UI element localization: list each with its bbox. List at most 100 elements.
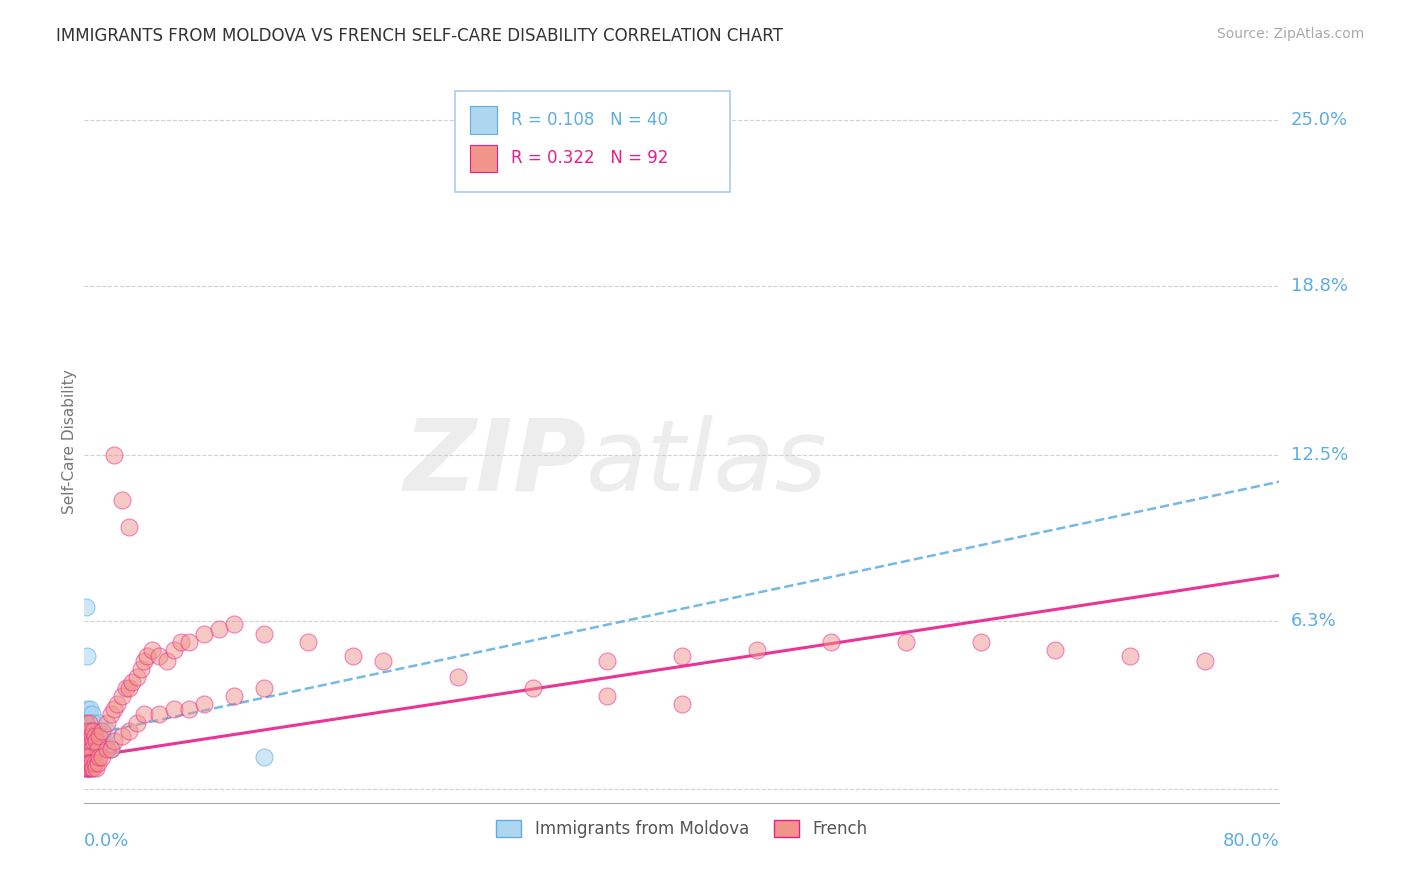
Point xyxy=(75,742,97,756)
Point xyxy=(75,756,97,770)
Point xyxy=(96,723,118,738)
Point xyxy=(208,622,231,636)
Point xyxy=(80,742,103,756)
Point xyxy=(115,681,138,695)
Point xyxy=(76,756,98,770)
Point xyxy=(103,448,125,462)
Point xyxy=(80,742,103,756)
Point xyxy=(76,750,98,764)
Point xyxy=(111,689,134,703)
Point xyxy=(87,756,110,770)
Text: R = 0.322   N = 92: R = 0.322 N = 92 xyxy=(510,149,668,168)
Point xyxy=(86,742,108,756)
Point xyxy=(155,654,177,668)
Bar xyxy=(471,106,496,134)
Point xyxy=(80,707,103,722)
Text: ZIP: ZIP xyxy=(404,415,586,512)
Point xyxy=(596,689,619,703)
Point xyxy=(76,648,98,663)
Point xyxy=(96,715,118,730)
Text: 0.0%: 0.0% xyxy=(84,831,129,850)
Point xyxy=(148,648,170,663)
Point xyxy=(77,742,100,756)
Point xyxy=(121,675,143,690)
Point xyxy=(79,756,101,770)
Point xyxy=(820,635,842,649)
Point xyxy=(222,616,245,631)
Point xyxy=(80,729,103,743)
Point xyxy=(79,715,101,730)
Point xyxy=(80,723,103,738)
Point xyxy=(91,729,114,743)
Text: atlas: atlas xyxy=(586,415,828,512)
Point xyxy=(86,734,108,748)
Point xyxy=(222,689,245,703)
Point xyxy=(1119,648,1142,663)
Point xyxy=(75,715,97,730)
Point xyxy=(79,729,101,743)
Point xyxy=(83,723,105,738)
Point xyxy=(671,648,693,663)
Point xyxy=(118,520,141,534)
Point xyxy=(80,756,103,770)
Point xyxy=(79,702,101,716)
Point xyxy=(89,750,111,764)
Point xyxy=(77,723,100,738)
Point xyxy=(82,734,104,748)
Point xyxy=(447,670,470,684)
Point xyxy=(87,734,110,748)
Point xyxy=(82,723,104,738)
Point xyxy=(193,627,215,641)
Point xyxy=(1194,654,1216,668)
Point xyxy=(342,648,364,663)
Point xyxy=(297,635,319,649)
Point xyxy=(111,729,134,743)
Point xyxy=(77,756,100,770)
Point xyxy=(79,734,101,748)
Point xyxy=(86,729,108,743)
Point xyxy=(75,715,97,730)
Point xyxy=(75,729,97,743)
Point xyxy=(177,702,200,716)
Point xyxy=(77,729,100,743)
Point xyxy=(132,654,156,668)
Text: IMMIGRANTS FROM MOLDOVA VS FRENCH SELF-CARE DISABILITY CORRELATION CHART: IMMIGRANTS FROM MOLDOVA VS FRENCH SELF-C… xyxy=(56,27,783,45)
Text: 6.3%: 6.3% xyxy=(1291,612,1336,630)
Point xyxy=(89,723,111,738)
Point xyxy=(91,723,114,738)
Point xyxy=(76,750,98,764)
Point xyxy=(89,729,111,743)
Point xyxy=(87,742,110,756)
Point xyxy=(91,750,114,764)
Point xyxy=(79,761,101,775)
Point xyxy=(77,761,100,775)
Point xyxy=(82,750,104,764)
Point xyxy=(96,742,118,756)
Point xyxy=(77,761,100,775)
Point xyxy=(522,681,544,695)
Point xyxy=(253,627,276,641)
Point xyxy=(163,643,186,657)
Point xyxy=(75,600,97,615)
Point xyxy=(75,756,97,770)
Point xyxy=(118,681,141,695)
Point xyxy=(77,715,100,730)
Text: 12.5%: 12.5% xyxy=(1291,446,1348,464)
Point xyxy=(86,761,108,775)
Point xyxy=(76,750,98,764)
FancyBboxPatch shape xyxy=(456,91,730,193)
Point xyxy=(79,750,101,764)
Bar xyxy=(471,145,496,172)
Point xyxy=(111,493,134,508)
Point xyxy=(105,697,128,711)
Point xyxy=(253,750,276,764)
Point xyxy=(103,702,125,716)
Point xyxy=(125,670,148,684)
Point xyxy=(76,756,98,770)
Point xyxy=(148,707,170,722)
Point xyxy=(894,635,917,649)
Point xyxy=(76,723,98,738)
Point xyxy=(76,761,98,775)
Point xyxy=(77,707,100,722)
Point xyxy=(82,761,104,775)
